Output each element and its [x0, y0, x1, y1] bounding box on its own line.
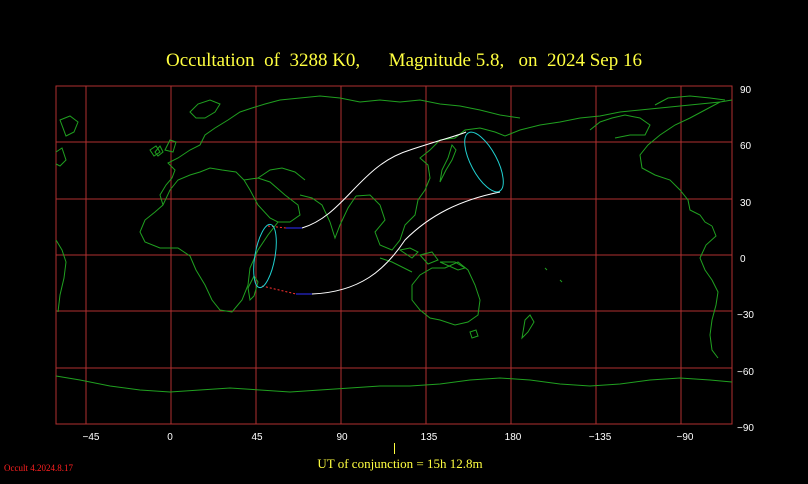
- longitude-tick-label: −45: [83, 432, 100, 443]
- path-south-day-extension: [261, 285, 297, 295]
- longitude-tick-label: 135: [421, 432, 438, 443]
- longitude-tick-label: 45: [251, 432, 263, 443]
- longitude-tick-label: 180: [505, 432, 522, 443]
- map-title: Occultation of 3288 K0, Magnitude 5.8, o…: [165, 50, 642, 71]
- west-limb-ellipse: [253, 223, 277, 289]
- longitude-axis-labels: −45 0 45 90 135 180 −135 −90: [83, 432, 694, 443]
- path-north-day-extension: [267, 225, 287, 229]
- latitude-tick-label: 0: [740, 254, 746, 265]
- ut-conjunction-label: UT of conjunction = 15h 12.8m: [317, 456, 483, 471]
- path-south-limit: [311, 191, 501, 295]
- conjunction-marker: [394, 443, 395, 454]
- longitude-tick-label: −90: [677, 432, 694, 443]
- longitude-tick-label: −135: [589, 432, 612, 443]
- latitude-axis-labels: 90 60 30 0 −30 −60 −90: [737, 85, 754, 434]
- latitude-tick-label: −30: [737, 310, 754, 321]
- path-north-limit: [301, 131, 467, 229]
- longitude-tick-label: 0: [167, 432, 173, 443]
- graticule: [56, 86, 732, 424]
- software-version: Occult 4.2024.8.17: [4, 463, 73, 473]
- occultation-path: [253, 131, 504, 295]
- latitude-tick-label: −90: [737, 423, 754, 434]
- latitude-tick-label: 60: [740, 141, 752, 152]
- latitude-tick-label: −60: [737, 367, 754, 378]
- longitude-tick-label: 90: [336, 432, 348, 443]
- latitude-tick-label: 30: [740, 198, 752, 209]
- east-limb-ellipse: [464, 131, 504, 193]
- latitude-tick-label: 90: [740, 85, 752, 96]
- coastlines: [55, 95, 733, 393]
